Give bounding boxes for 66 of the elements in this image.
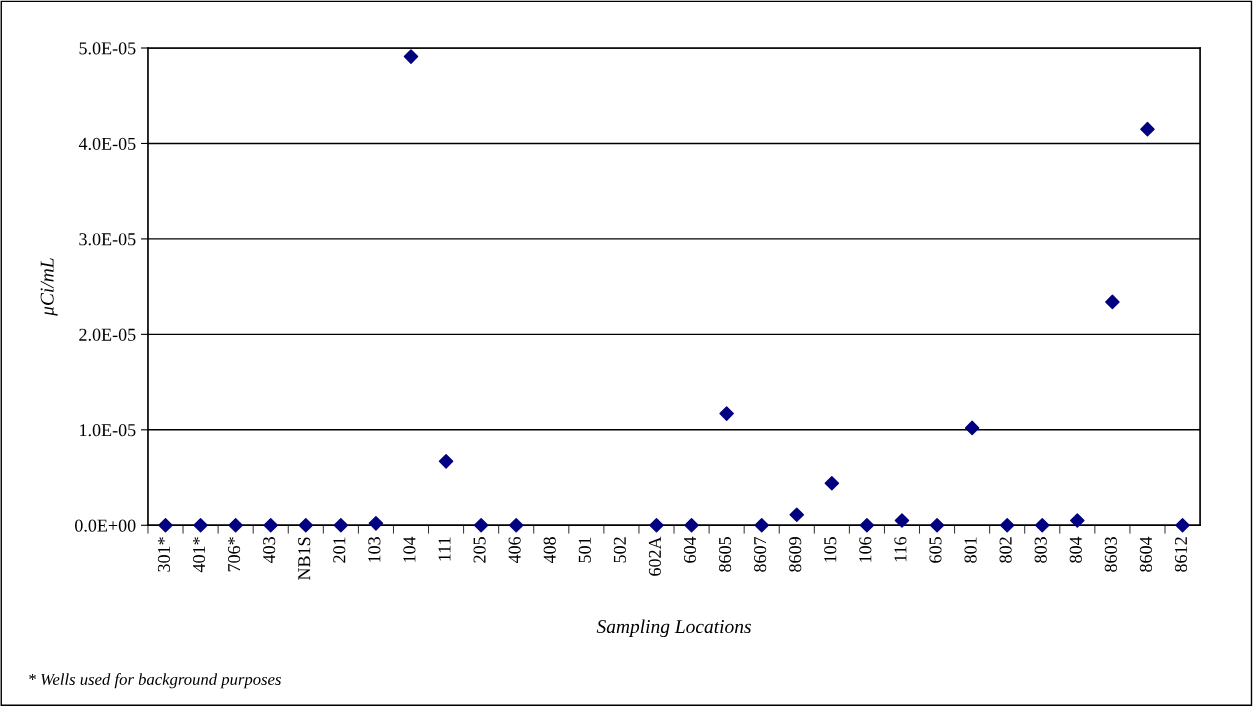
point (1175, 517, 1190, 533)
x-tick-label: 8605 (718, 537, 732, 572)
point (473, 517, 489, 533)
x-tick-label: 804 (1069, 536, 1082, 563)
point (964, 420, 980, 436)
point (999, 517, 1015, 533)
x-tick-label: 106 (859, 536, 872, 562)
x-tick-label: 403 (263, 537, 276, 564)
point (859, 517, 875, 533)
point (824, 475, 840, 491)
x-tick-label: 104 (403, 536, 416, 562)
x-tick-label: 803 (1034, 537, 1047, 563)
y-tick-label: 1.0E-05 (80, 424, 136, 437)
point (1070, 513, 1085, 528)
x-tick-label: 201 (333, 537, 346, 563)
y-tick-label: 5.0E-05 (79, 42, 136, 55)
y-tick-label: 2.0E-05 (79, 328, 136, 341)
point (403, 49, 419, 64)
x-tick-label: 8607 (754, 536, 767, 572)
y-tick-label: 0.0E+00 (75, 519, 136, 532)
x-tick-label: 802 (999, 537, 1012, 563)
point (719, 406, 734, 421)
text: * Wells used for background purposes (29, 673, 281, 689)
x-tick-label: 401* (192, 537, 206, 573)
point (368, 516, 384, 531)
point (754, 517, 769, 533)
x-tick-label: 111 (438, 537, 451, 561)
point (1105, 294, 1120, 310)
point (789, 507, 805, 523)
x-tick-label: 8609 (789, 537, 802, 572)
x-tick-label: 604 (683, 536, 697, 563)
y-tick-label: 3.0E-05 (79, 233, 136, 246)
x-tick-label: 501 (578, 537, 591, 563)
point (333, 517, 349, 533)
point (263, 517, 279, 533)
x-tick-label: 801 (964, 537, 977, 563)
point (438, 454, 454, 469)
point (684, 517, 699, 533)
x-tick-label: 8612 (1174, 537, 1188, 572)
point (929, 517, 945, 533)
point (193, 517, 208, 533)
x-tick-label: 205 (473, 537, 486, 563)
point (298, 517, 314, 533)
x-tick-label: 8604 (1139, 536, 1152, 572)
y-axis-title: μCi/mL (40, 258, 58, 316)
x-tick-label: 116 (894, 536, 907, 562)
x-tick-label: NB1S (298, 537, 311, 581)
point (1140, 121, 1155, 137)
point (158, 517, 173, 533)
x-tick-label: 301* (157, 537, 171, 572)
x-tick-label: 605 (929, 537, 942, 563)
x-tick-label: 408 (543, 537, 556, 564)
point (228, 517, 243, 533)
point (1034, 517, 1050, 533)
x-tick-label: 602A (648, 536, 662, 576)
point (508, 517, 524, 533)
x-tick-label: 406 (508, 536, 521, 564)
x-tick-label: 8603 (1104, 537, 1117, 572)
point (649, 517, 664, 533)
x-tick-label: 103 (368, 537, 381, 562)
x-tick-label: 502 (613, 537, 626, 563)
x-tick-label: 105 (824, 537, 837, 562)
y-tick-label: 4.0E-05 (78, 137, 136, 150)
x-tick-label: 706* (227, 537, 241, 572)
x-axis-title: Sampling Locations (596, 619, 751, 638)
point (894, 513, 910, 528)
